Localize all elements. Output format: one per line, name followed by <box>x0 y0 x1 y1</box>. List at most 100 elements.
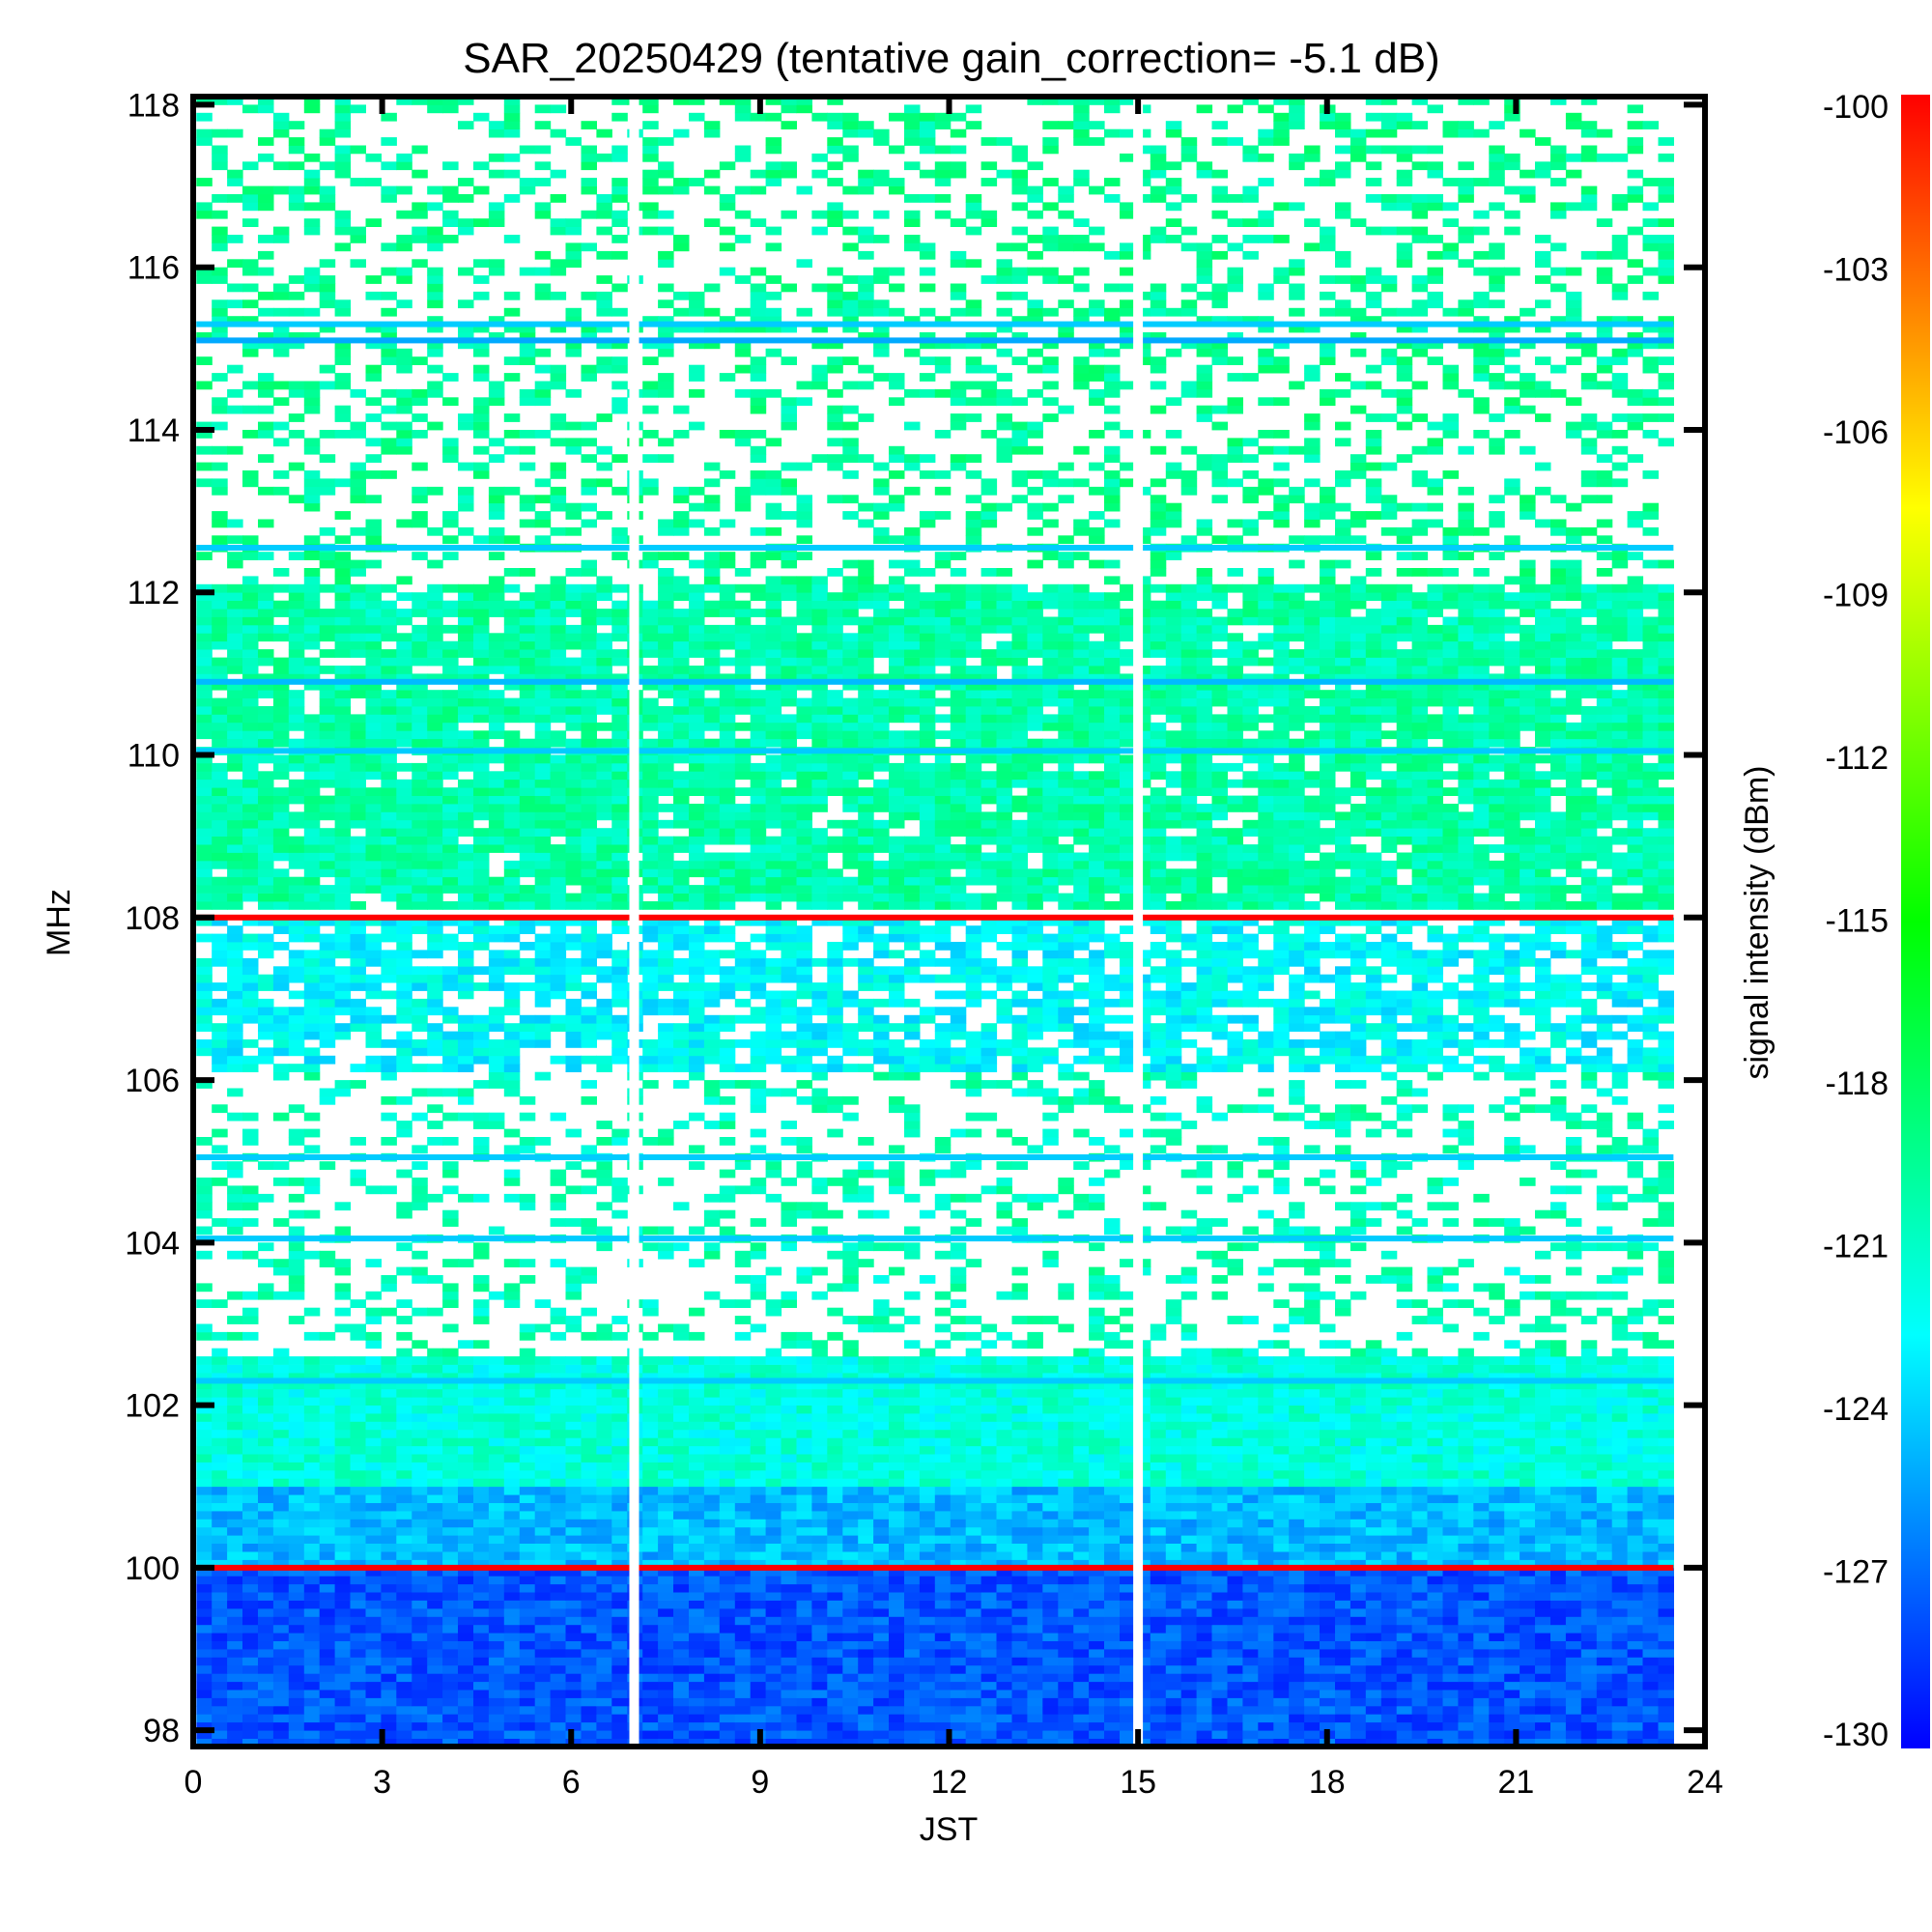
heatmap-cell <box>581 1664 597 1674</box>
heatmap-cell <box>565 1576 582 1585</box>
heatmap-cell <box>272 1397 290 1406</box>
heatmap-cell <box>1165 1356 1182 1365</box>
heatmap-cell <box>1073 1616 1090 1626</box>
heatmap-cell <box>365 1486 382 1495</box>
heatmap-cell <box>1134 1673 1151 1683</box>
heatmap-cell <box>734 1543 752 1552</box>
heatmap-cell <box>1596 1633 1613 1641</box>
heatmap-cell <box>1489 1535 1505 1544</box>
heatmap-cell <box>1642 1567 1659 1577</box>
heatmap-cell <box>242 1373 259 1381</box>
heatmap-cell <box>1258 1649 1274 1658</box>
heatmap-cell <box>1642 1526 1659 1536</box>
heatmap-cell <box>1520 1714 1536 1723</box>
heatmap-cell <box>781 1397 797 1406</box>
heatmap-cell <box>519 1697 536 1707</box>
heatmap-cell <box>1458 1551 1474 1560</box>
heatmap-cell <box>442 1738 459 1747</box>
heatmap-cell <box>565 1316 582 1324</box>
heatmap-cell <box>827 1494 843 1503</box>
heatmap-cell <box>1227 1624 1243 1634</box>
heatmap-cell <box>396 1697 412 1707</box>
heatmap-cell <box>288 1421 305 1431</box>
heatmap-cell <box>873 1633 890 1641</box>
heatmap-cell <box>1165 1275 1182 1284</box>
heatmap-cell <box>765 1657 782 1666</box>
heatmap-cell <box>1150 1730 1167 1739</box>
heatmap-cell <box>1427 1697 1443 1707</box>
heatmap-cell <box>1120 1624 1136 1634</box>
heatmap-cell <box>1396 1373 1413 1381</box>
heatmap-cell <box>227 1519 243 1528</box>
heatmap-cell <box>950 1462 967 1471</box>
heatmap-cell <box>1580 1697 1598 1707</box>
heatmap-cell <box>1304 1283 1321 1293</box>
heatmap-cell <box>889 1388 905 1398</box>
heatmap-cell <box>412 1624 428 1634</box>
heatmap-cell <box>873 1478 890 1488</box>
heatmap-cell <box>965 1543 982 1552</box>
heatmap-cell <box>1427 1397 1443 1406</box>
heatmap-cell <box>1396 1633 1413 1641</box>
heatmap-cell <box>596 1494 612 1503</box>
heatmap-cell <box>719 1437 736 1447</box>
heatmap-cell <box>381 1454 397 1463</box>
heatmap-cell <box>596 1633 612 1641</box>
heatmap-cell <box>827 1673 843 1683</box>
heatmap-cell <box>673 1592 690 1601</box>
heatmap-cell <box>503 1664 521 1674</box>
heatmap-cell <box>319 1551 336 1560</box>
heatmap-cell <box>1104 1657 1121 1666</box>
heatmap-cell <box>658 1664 674 1674</box>
heatmap-cell <box>1335 1690 1351 1698</box>
heatmap-cell <box>503 1462 521 1471</box>
heatmap-cell <box>1396 1592 1413 1601</box>
heatmap-cell <box>1104 1356 1121 1365</box>
heatmap-cell <box>1273 1502 1290 1512</box>
heatmap-cell <box>842 1551 859 1560</box>
heatmap-cell <box>519 1730 536 1739</box>
heatmap-cell <box>1350 1437 1367 1447</box>
heatmap-cell <box>381 1356 397 1365</box>
heatmap-cell <box>581 1600 597 1609</box>
heatmap-cell <box>1196 1373 1213 1381</box>
heatmap-cell <box>365 1388 382 1398</box>
heatmap-cell <box>288 1291 305 1300</box>
heatmap-cell <box>334 1624 352 1634</box>
heatmap-cell <box>1058 1469 1074 1479</box>
heatmap-cell <box>889 1397 905 1406</box>
heatmap-cell <box>734 1519 752 1528</box>
heatmap-cell <box>1411 1690 1429 1698</box>
heatmap-cell <box>1150 1413 1167 1422</box>
heatmap-cell <box>965 1478 982 1488</box>
heatmap-cell <box>796 1649 812 1658</box>
heatmap-cell <box>412 1535 428 1544</box>
heatmap-cell <box>827 1592 843 1601</box>
heatmap-cell <box>1396 1266 1413 1276</box>
heatmap-cell <box>734 1559 752 1569</box>
heatmap-cell <box>442 1649 459 1658</box>
heatmap-cell <box>1089 1526 1105 1536</box>
heatmap-cell <box>365 1478 382 1488</box>
heatmap-cell <box>1289 1576 1305 1585</box>
heatmap-cell <box>519 1616 536 1626</box>
heatmap-cell <box>873 1323 890 1333</box>
heatmap-cell <box>1550 1543 1567 1552</box>
heatmap-cell <box>1504 1511 1520 1520</box>
heatmap-cell <box>1304 1307 1321 1317</box>
heatmap-cell <box>288 1266 305 1276</box>
heatmap-cell <box>1350 1608 1367 1617</box>
heatmap-cell <box>1289 1697 1305 1707</box>
heatmap-cell <box>1535 1640 1551 1650</box>
heatmap-cell <box>1196 1413 1213 1422</box>
heatmap-cell <box>1535 1690 1551 1698</box>
heatmap-cell <box>412 1657 428 1666</box>
heatmap-cell <box>258 1576 274 1585</box>
heatmap-cell <box>765 1633 782 1641</box>
heatmap-cell <box>1535 1316 1551 1324</box>
heatmap-cell <box>1658 1462 1674 1471</box>
heatmap-cell <box>196 1705 213 1715</box>
heatmap-cell <box>1196 1559 1213 1569</box>
heatmap-cell <box>1520 1559 1536 1569</box>
heatmap-cell <box>1042 1697 1059 1707</box>
